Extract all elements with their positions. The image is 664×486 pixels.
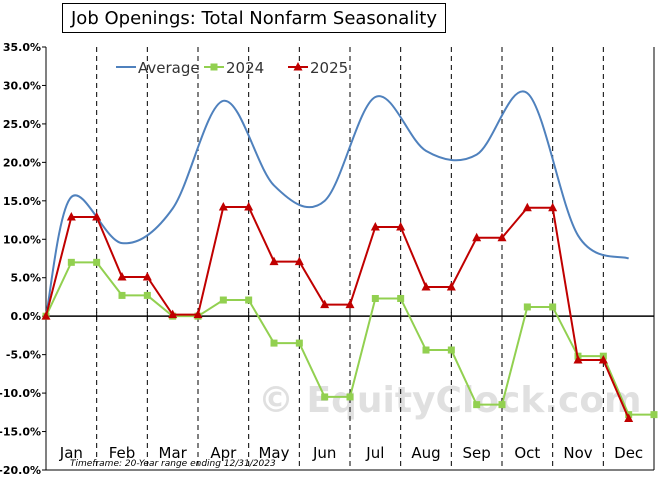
- data-point-2024: [321, 393, 329, 401]
- data-point-2025: [66, 211, 76, 221]
- data-point-2024: [118, 291, 126, 299]
- y-tick-label: 20.0%: [3, 156, 41, 169]
- legend-label-2025: 2025: [310, 59, 348, 77]
- data-point-2024: [270, 339, 278, 347]
- x-tick-label: Feb: [109, 444, 136, 462]
- data-point-2024: [422, 346, 430, 354]
- chart-title: Job Openings: Total Nonfarm Seasonality: [62, 3, 446, 33]
- x-tick-label: Apr: [210, 444, 237, 462]
- series-line-2025: [45, 205, 630, 419]
- data-point-2024: [346, 393, 354, 401]
- data-point-2024: [549, 303, 557, 311]
- data-point-2024: [447, 346, 455, 354]
- data-point-2025: [370, 221, 380, 231]
- x-tick-label: Jan: [59, 444, 83, 462]
- data-point-2025: [244, 201, 254, 211]
- data-point-2025: [345, 299, 355, 309]
- data-point-2025: [573, 355, 583, 364]
- x-tick-label: Mar: [159, 444, 188, 462]
- data-point-2025: [548, 202, 558, 212]
- legend-label-average: Average: [138, 59, 200, 77]
- data-point-2024: [473, 401, 481, 409]
- series-line-average: [45, 90, 630, 317]
- data-point-2025: [522, 202, 532, 212]
- y-tick-label: -10.0%: [0, 387, 41, 400]
- data-point-2024: [67, 258, 75, 266]
- data-point-2024: [397, 294, 405, 302]
- y-tick-label: 30.0%: [3, 79, 41, 92]
- x-tick-label: Aug: [411, 444, 440, 462]
- data-point-2025: [92, 211, 102, 221]
- data-point-2024: [219, 296, 227, 304]
- data-point-2025: [41, 311, 51, 320]
- data-point-2025: [117, 271, 127, 281]
- footnote-text: Timeframe: 20-Year range ending 12/31/20…: [70, 459, 276, 469]
- y-tick-label: -5.0%: [6, 349, 41, 362]
- data-point-2025: [193, 309, 203, 319]
- data-point-2024: [245, 296, 253, 304]
- y-tick-label: 35.0%: [3, 41, 41, 54]
- x-tick-label: Oct: [514, 444, 540, 462]
- y-tick-label: 0.0%: [10, 310, 41, 323]
- data-point-2024: [498, 401, 506, 409]
- y-tick-label: -15.0%: [0, 426, 41, 439]
- x-tick-label: Jun: [312, 444, 336, 462]
- data-point-2024: [143, 291, 151, 299]
- x-tick-label: Sep: [463, 444, 491, 462]
- y-tick-label: 5.0%: [10, 272, 41, 285]
- data-point-2025: [421, 281, 431, 291]
- data-point-2025: [218, 201, 228, 211]
- legend-label-2024: 2024: [226, 59, 264, 77]
- legend-marker-2025: [293, 62, 303, 71]
- data-point-2025: [446, 281, 456, 291]
- data-point-2025: [598, 355, 608, 364]
- y-tick-label: 10.0%: [3, 233, 41, 246]
- data-point-2024: [523, 303, 531, 311]
- data-point-2024: [371, 294, 379, 302]
- data-point-2024: [93, 258, 101, 266]
- data-point-2025: [472, 232, 482, 242]
- data-point-2024: [650, 411, 658, 419]
- x-tick-label: Nov: [563, 444, 592, 462]
- data-point-2025: [497, 232, 507, 242]
- y-tick-label: 25.0%: [3, 118, 41, 131]
- data-point-2025: [320, 299, 330, 309]
- x-tick-label: Jul: [365, 444, 384, 462]
- y-tick-label: -20.0%: [0, 464, 41, 477]
- data-point-2025: [396, 221, 406, 231]
- x-tick-label: May: [258, 444, 289, 462]
- legend-marker-2024: [210, 63, 218, 71]
- data-point-2025: [269, 256, 279, 266]
- data-point-2024: [295, 339, 303, 347]
- y-tick-label: 15.0%: [3, 195, 41, 208]
- data-point-2025: [168, 309, 178, 319]
- data-point-2025: [294, 256, 304, 266]
- data-point-2025: [624, 413, 634, 422]
- watermark-text: © EquityClock.com: [258, 380, 642, 421]
- x-tick-label: Dec: [614, 444, 643, 462]
- data-point-2025: [142, 271, 152, 281]
